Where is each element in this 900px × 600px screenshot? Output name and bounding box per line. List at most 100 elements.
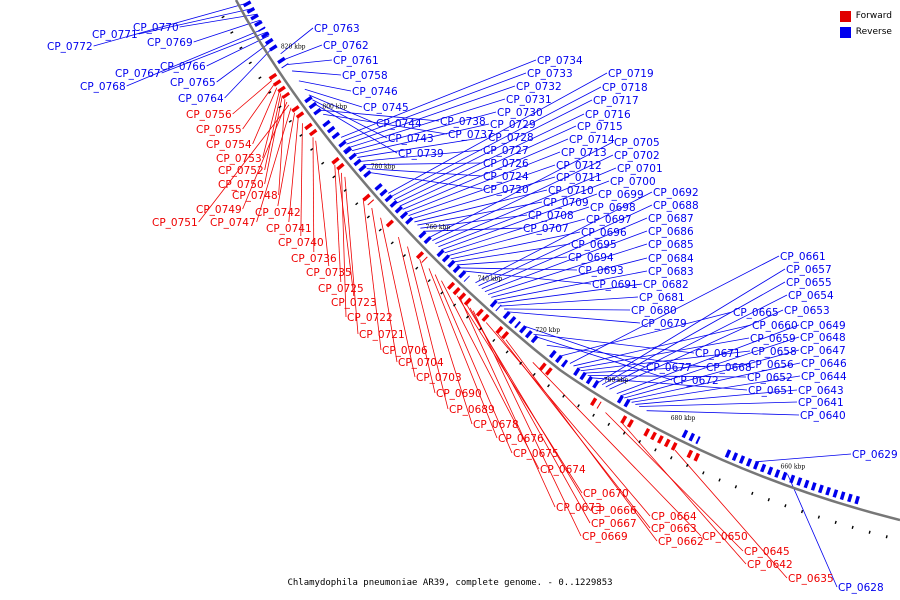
reverse-gene-block [343, 146, 350, 152]
reverse-gene-label: CP_0701 [617, 163, 663, 175]
reverse-gene-leader [601, 281, 786, 386]
reverse-gene-label: CP_0644 [801, 371, 847, 383]
reverse-gene-block [441, 254, 450, 263]
forward-gene-leader [341, 172, 347, 318]
forward-gene-label: CP_0703 [416, 372, 462, 384]
forward-gene-leader [472, 310, 582, 537]
forward-gene-leader [337, 168, 355, 297]
forward-gene-leader [242, 83, 275, 130]
forward-gene-leader [277, 112, 295, 207]
reverse-gene-label: CP_0727 [483, 145, 529, 157]
reverse-gene-leader [360, 149, 483, 162]
forward-gene-label: CP_0749 [196, 204, 242, 216]
reverse-gene-label: CP_0660 [752, 320, 798, 332]
forward-gene-block [336, 162, 345, 171]
reverse-gene-label: CP_0655 [786, 277, 832, 289]
reverse-gene-leader [504, 308, 631, 311]
backbone-tick [519, 361, 523, 365]
reverse-gene-leader [411, 176, 556, 220]
reverse-gene-label: CP_0698 [590, 202, 636, 214]
reverse-gene-block [246, 6, 256, 14]
forward-gene-block [643, 428, 651, 437]
forward-gene-leader [256, 107, 292, 223]
reverse-gene-label: CP_0766 [160, 61, 206, 73]
forward-gene-label: CP_0751 [152, 217, 198, 229]
reverse-gene-label: CP_0681 [639, 292, 685, 304]
backbone-tick [310, 147, 314, 151]
reverse-gene-label: CP_0707 [523, 223, 569, 235]
reverse-gene-block [405, 216, 414, 225]
reverse-gene-block [514, 321, 521, 329]
reverse-gene-block [810, 482, 817, 491]
forward-gene-block [495, 325, 504, 335]
reverse-gene-label: CP_0762 [323, 40, 369, 52]
forward-gene-block [670, 442, 678, 451]
reverse-gene-block [767, 466, 774, 476]
reverse-gene-block [519, 325, 527, 334]
reverse-gene-label: CP_0745 [363, 102, 409, 114]
reverse-gene-leader [569, 255, 780, 364]
kbp-scale-labels: 820 kbp 800 kbp 780 kbp 760 kbp 740 kbp 720 k… [281, 44, 806, 471]
reverse-gene-leader [417, 201, 543, 226]
forward-gene-label: CP_0722 [347, 312, 393, 324]
reverse-gene-leader [390, 86, 602, 197]
reverse-gene-label: CP_0647 [800, 345, 846, 357]
reverse-gene-label: CP_0767 [115, 68, 161, 80]
backbone-tick [592, 413, 595, 417]
reverse-gene-leader [435, 167, 617, 245]
reverse-gene-leader [393, 99, 593, 201]
reverse-gene-label: CP_0711 [556, 172, 602, 184]
reverse-gene-block [269, 44, 278, 52]
reverse-gene-leader [631, 375, 801, 403]
reverse-gene-leader [441, 193, 598, 251]
forward-gene-label: CP_0755 [196, 124, 242, 136]
reverse-gene-leader [481, 217, 648, 290]
reverse-gene-leader [420, 214, 528, 229]
reverse-gene-leader [487, 243, 648, 295]
reverse-gene-leader [432, 154, 614, 241]
forward-gene-leader [362, 198, 382, 351]
forward-gene-block [650, 431, 657, 441]
forward-gene-block [596, 401, 602, 409]
reverse-gene-leader [363, 162, 483, 166]
reverse-gene-block [261, 31, 270, 39]
backbone-tick [851, 525, 854, 530]
reverse-gene-block [338, 140, 347, 148]
forward-gene-label: CP_0706 [382, 345, 428, 357]
forward-gene-block [458, 292, 467, 301]
reverse-gene-block [524, 330, 533, 339]
forward-gene-leader [428, 268, 498, 439]
backbone-tick [885, 535, 888, 539]
forward-gene-leader [252, 87, 278, 145]
forward-gene-block [281, 91, 291, 99]
reverse-gene-block [803, 479, 810, 489]
reverse-gene-leader [287, 59, 333, 65]
reverse-gene-leader [616, 324, 800, 395]
backbone-tick [767, 498, 770, 502]
kbp-mark: 820 kbp [281, 44, 306, 51]
forward-gene-label: CP_0650 [702, 531, 748, 543]
reverse-gene-label: CP_0768 [80, 81, 126, 93]
reverse-gene-label: CP_0692 [653, 187, 699, 199]
reverse-gene-label: CP_0733 [527, 68, 573, 80]
backbone-tick [734, 485, 738, 489]
reverse-gene-label: CP_0680 [631, 305, 677, 317]
reverse-gene-block [452, 265, 461, 274]
reverse-gene-leader [507, 311, 641, 324]
reverse-swatch [839, 26, 851, 38]
backbone-tick [817, 515, 820, 519]
forward-gene-block [385, 219, 394, 228]
forward-gene-leader [334, 164, 342, 283]
forward-gene-label: CP_0725 [318, 283, 364, 295]
forward-gene-label: CP_0689 [449, 404, 495, 416]
forward-gene-block [626, 419, 634, 428]
reverse-gene-label: CP_0728 [488, 132, 534, 144]
reverse-gene-label: CP_0687 [648, 213, 694, 225]
reverse-gene-leader [491, 257, 648, 298]
reverse-gene-label: CP_0649 [800, 320, 846, 332]
reverse-gene-leader [546, 344, 706, 368]
reverse-gene-block [281, 63, 289, 69]
reverse-gene-label: CP_0641 [798, 397, 844, 409]
reverse-gene-label: CP_0628 [838, 582, 884, 594]
reverse-gene-leader [444, 206, 590, 254]
